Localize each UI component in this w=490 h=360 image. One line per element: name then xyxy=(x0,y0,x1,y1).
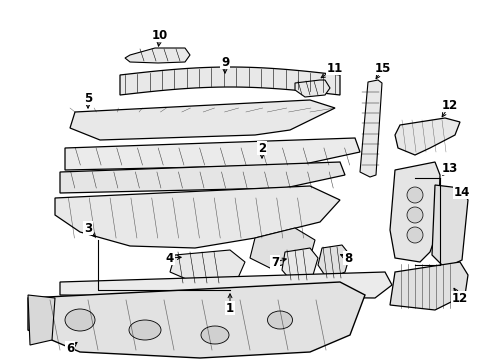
Polygon shape xyxy=(390,162,440,262)
Polygon shape xyxy=(395,118,460,155)
Ellipse shape xyxy=(201,326,229,344)
Text: 1: 1 xyxy=(226,302,234,315)
Polygon shape xyxy=(390,262,468,310)
Polygon shape xyxy=(250,228,315,268)
Text: 10: 10 xyxy=(152,28,168,41)
Text: 12: 12 xyxy=(452,292,468,305)
Polygon shape xyxy=(125,48,190,63)
Circle shape xyxy=(407,207,423,223)
Text: 14: 14 xyxy=(454,185,470,198)
Polygon shape xyxy=(28,295,55,345)
Ellipse shape xyxy=(65,309,95,331)
Text: 13: 13 xyxy=(442,162,458,175)
Text: 2: 2 xyxy=(258,141,266,154)
Polygon shape xyxy=(170,250,245,285)
Text: 7: 7 xyxy=(271,256,279,269)
Polygon shape xyxy=(28,282,365,358)
Text: 12: 12 xyxy=(442,99,458,112)
Polygon shape xyxy=(432,185,468,268)
Text: 11: 11 xyxy=(327,62,343,75)
Text: 6: 6 xyxy=(66,342,74,355)
Polygon shape xyxy=(60,162,345,193)
Polygon shape xyxy=(120,67,340,95)
Polygon shape xyxy=(282,248,318,283)
Text: 15: 15 xyxy=(375,62,391,75)
Polygon shape xyxy=(360,80,382,177)
Polygon shape xyxy=(60,272,392,298)
Polygon shape xyxy=(65,138,360,170)
Text: 9: 9 xyxy=(221,55,229,68)
Text: 3: 3 xyxy=(84,221,92,234)
Polygon shape xyxy=(55,186,340,248)
Polygon shape xyxy=(318,245,350,280)
Circle shape xyxy=(407,187,423,203)
Ellipse shape xyxy=(129,320,161,340)
Text: 8: 8 xyxy=(344,252,352,265)
Text: 5: 5 xyxy=(84,91,92,104)
Circle shape xyxy=(407,227,423,243)
Polygon shape xyxy=(70,100,335,140)
Text: 4: 4 xyxy=(166,252,174,265)
Ellipse shape xyxy=(268,311,293,329)
Polygon shape xyxy=(295,80,330,97)
